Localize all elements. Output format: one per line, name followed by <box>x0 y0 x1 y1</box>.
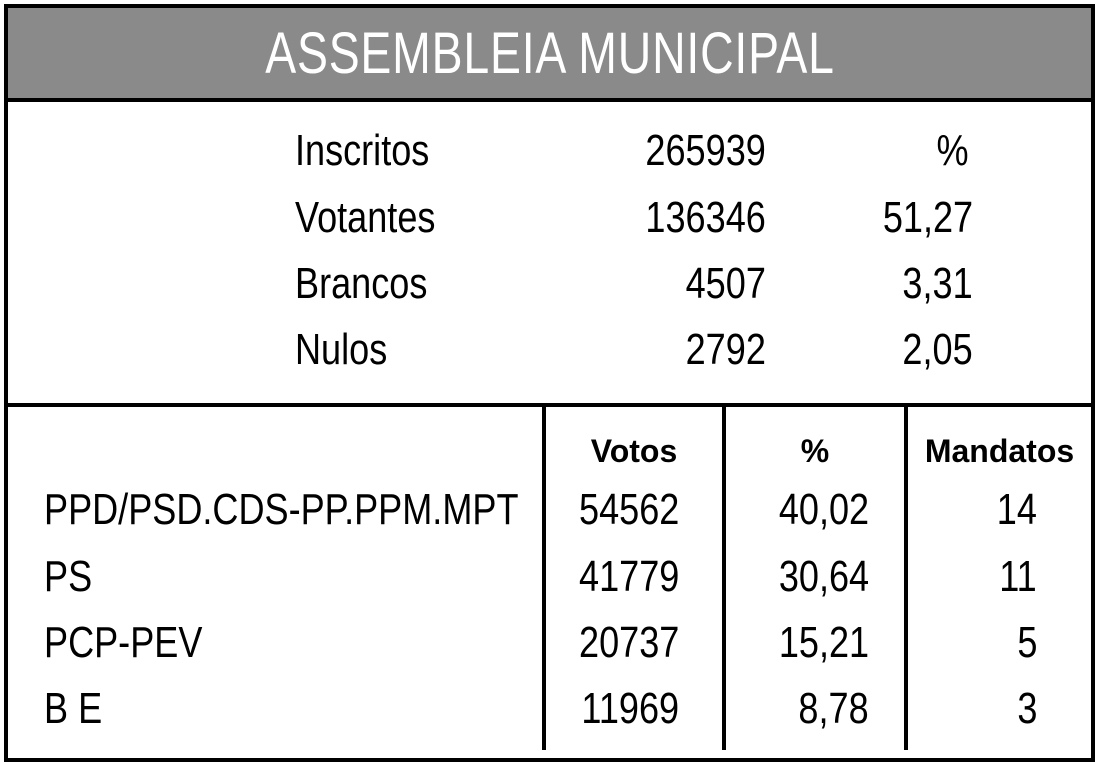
column-divider <box>904 407 908 750</box>
percent-cell: 8,78 <box>798 684 869 733</box>
column-divider <box>542 407 546 750</box>
summary-pct-header: % <box>936 126 969 175</box>
turnout-summary: Inscritos 265939 % Votantes 136346 51,27… <box>8 102 1091 407</box>
table-row: PPD/PSD.CDS-PP.PPM.MPT 54562 40,02 14 <box>8 485 1091 535</box>
summary-row-nulos: Nulos 2792 2,05 <box>8 325 1091 375</box>
page-title: ASSEMBLEIA MUNICIPAL <box>264 20 835 86</box>
results-table: ASSEMBLEIA MUNICIPAL Inscritos 265939 % … <box>4 4 1095 762</box>
party-name: B E <box>44 684 103 733</box>
votes-cell: 41779 <box>578 552 679 601</box>
percent-cell: 40,02 <box>778 485 869 534</box>
votes-cell: 11969 <box>581 684 679 733</box>
summary-value: 4507 <box>685 259 766 308</box>
seats-cell: 5 <box>1016 618 1037 667</box>
summary-row-votantes: Votantes 136346 51,27 <box>8 193 1091 243</box>
votes-cell: 20737 <box>578 618 679 667</box>
summary-value: 2792 <box>685 325 766 374</box>
column-header-mandatos: Mandatos <box>924 433 1075 469</box>
party-name: PS <box>44 552 93 601</box>
party-name: PCP-PEV <box>44 618 203 667</box>
party-name: PPD/PSD.CDS-PP.PPM.MPT <box>44 485 519 534</box>
summary-value: 136346 <box>645 193 766 242</box>
column-divider <box>722 407 726 750</box>
table-header: ASSEMBLEIA MUNICIPAL <box>8 8 1091 102</box>
summary-label: Brancos <box>295 259 428 308</box>
summary-row-brancos: Brancos 4507 3,31 <box>8 259 1091 309</box>
summary-row-inscritos: Inscritos 265939 % <box>8 126 1091 176</box>
summary-label: Inscritos <box>295 126 430 175</box>
summary-label: Nulos <box>295 325 388 374</box>
summary-value: 265939 <box>645 126 766 175</box>
percent-cell: 15,21 <box>778 618 869 667</box>
column-header-votos: Votos <box>590 433 678 469</box>
table-row: B E 11969 8,78 3 <box>8 684 1091 734</box>
summary-pct: 51,27 <box>882 193 973 242</box>
seats-cell: 14 <box>996 485 1037 534</box>
seats-cell: 3 <box>1016 684 1037 733</box>
table-row: PCP-PEV 20737 15,21 5 <box>8 618 1091 668</box>
seats-cell: 11 <box>999 552 1037 601</box>
percent-cell: 30,64 <box>778 552 869 601</box>
votes-cell: 54562 <box>578 485 679 534</box>
column-header-pct: % <box>800 433 830 469</box>
summary-pct: 2,05 <box>902 325 973 374</box>
summary-label: Votantes <box>295 193 436 242</box>
summary-pct: 3,31 <box>902 259 973 308</box>
party-results: Votos % Mandatos PPD/PSD.CDS-PP.PPM.MPT … <box>8 407 1091 758</box>
table-row: PS 41779 30,64 11 <box>8 552 1091 602</box>
